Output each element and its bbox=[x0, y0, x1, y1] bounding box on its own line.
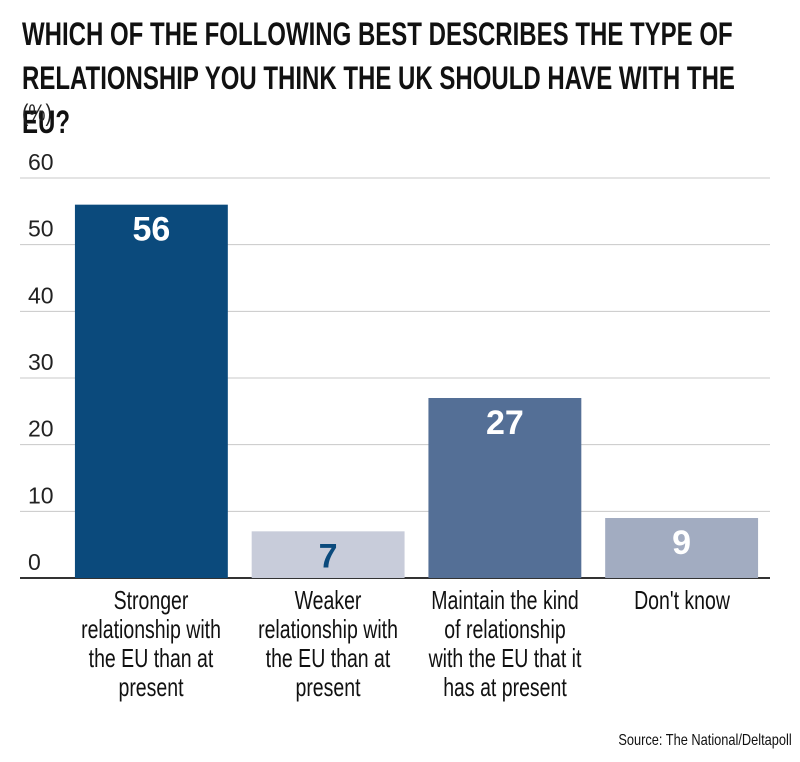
value-label: 7 bbox=[319, 537, 338, 575]
value-label: 9 bbox=[672, 524, 691, 562]
y-tick-label: 20 bbox=[28, 416, 54, 442]
bar bbox=[74, 204, 228, 578]
x-tick-label: Weaker relationship with the EU than at … bbox=[258, 585, 399, 702]
bar bbox=[605, 518, 759, 578]
y-tick-label: 60 bbox=[28, 149, 54, 175]
value-label: 27 bbox=[486, 404, 524, 442]
y-axis-label: (%) bbox=[22, 100, 52, 127]
x-tick-label: Don't know bbox=[633, 585, 730, 615]
y-tick-label: 40 bbox=[28, 282, 54, 308]
y-tick-label: 30 bbox=[28, 349, 54, 375]
source: Source: The National/Deltapoll bbox=[618, 732, 792, 749]
x-tick-label: Stronger relationship with the EU than a… bbox=[81, 585, 222, 702]
chart-title: WHICH OF THE FOLLOWING BEST DESCRIBES TH… bbox=[22, 16, 735, 140]
y-tick-label: 0 bbox=[28, 549, 41, 575]
bar bbox=[251, 531, 405, 578]
y-tick-label: 50 bbox=[28, 216, 54, 242]
bar bbox=[428, 398, 582, 578]
y-tick-label: 10 bbox=[28, 482, 54, 508]
value-label: 56 bbox=[132, 211, 170, 249]
x-tick-label: Maintain the kind of relationship with t… bbox=[428, 585, 582, 702]
